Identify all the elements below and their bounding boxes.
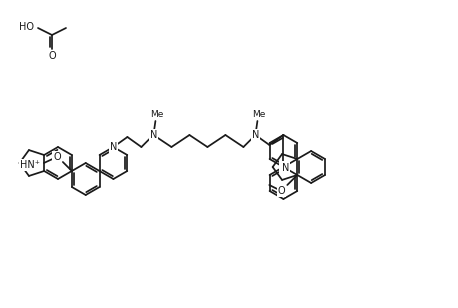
Text: N: N [282, 163, 289, 173]
Text: N: N [110, 142, 117, 152]
Text: HO: HO [19, 22, 34, 32]
Text: O: O [48, 51, 56, 61]
Text: N: N [252, 130, 259, 140]
Text: Me: Me [150, 110, 163, 119]
Text: N: N [150, 130, 157, 140]
Text: Me: Me [252, 110, 265, 119]
Text: O: O [53, 152, 60, 162]
Text: O: O [278, 186, 285, 196]
Text: N: N [280, 162, 287, 172]
Text: HN⁺: HN⁺ [20, 160, 40, 170]
